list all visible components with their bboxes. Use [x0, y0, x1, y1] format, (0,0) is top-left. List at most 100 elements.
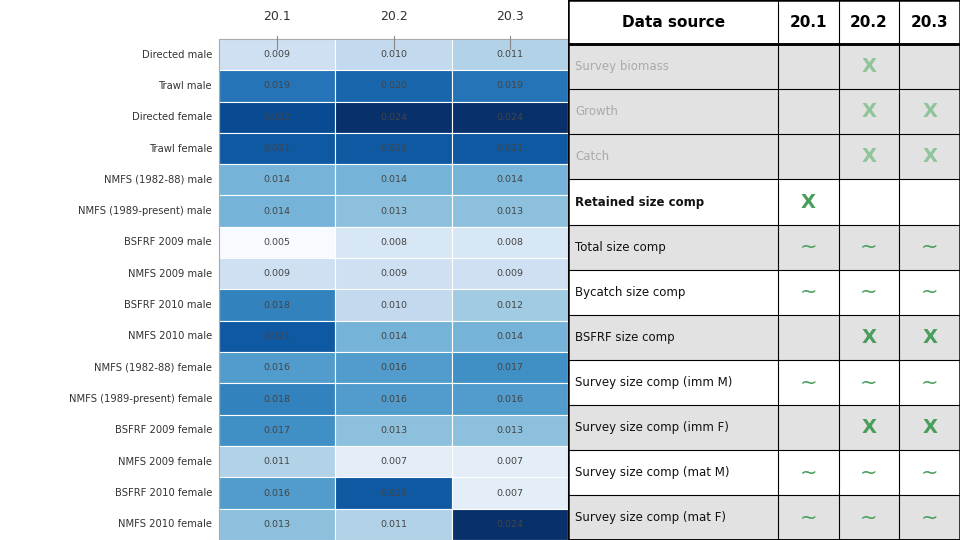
Text: 0.014: 0.014: [380, 176, 407, 184]
Text: ~: ~: [800, 508, 817, 528]
Text: 0.016: 0.016: [264, 363, 291, 372]
Bar: [568, 269, 960, 315]
Text: X: X: [923, 328, 937, 347]
Text: 0.010: 0.010: [380, 301, 407, 309]
Bar: [219, 415, 335, 446]
Text: 0.013: 0.013: [380, 207, 407, 215]
Bar: [335, 289, 452, 321]
Bar: [452, 39, 568, 70]
Text: ~: ~: [921, 508, 938, 528]
Bar: [219, 446, 335, 477]
Text: 0.008: 0.008: [496, 238, 523, 247]
Bar: [568, 89, 960, 134]
Text: 0.021: 0.021: [264, 144, 291, 153]
Text: Survey size comp (imm F): Survey size comp (imm F): [575, 421, 730, 434]
Text: 0.009: 0.009: [264, 50, 291, 59]
Text: NMFS 2009 male: NMFS 2009 male: [128, 269, 212, 279]
Text: NMFS (1982-88) female: NMFS (1982-88) female: [94, 363, 212, 373]
Bar: [452, 195, 568, 227]
Text: 0.024: 0.024: [496, 520, 523, 529]
Text: X: X: [861, 103, 876, 122]
Bar: [452, 415, 568, 446]
Text: 0.024: 0.024: [496, 113, 523, 122]
Bar: [219, 70, 335, 102]
Bar: [452, 321, 568, 352]
Text: 0.021: 0.021: [380, 144, 407, 153]
Text: 20.1: 20.1: [263, 10, 291, 23]
Text: 0.021: 0.021: [380, 489, 407, 497]
Bar: [568, 405, 960, 450]
Text: 20.3: 20.3: [496, 10, 524, 23]
Bar: [219, 258, 335, 289]
Bar: [452, 133, 568, 164]
Text: 0.013: 0.013: [263, 520, 291, 529]
Text: 0.014: 0.014: [496, 332, 523, 341]
Bar: [568, 360, 960, 405]
Text: 0.013: 0.013: [496, 426, 523, 435]
Text: 0.008: 0.008: [380, 238, 407, 247]
Text: ~: ~: [921, 237, 938, 257]
Bar: [452, 164, 568, 195]
Text: 0.014: 0.014: [380, 332, 407, 341]
Text: ~: ~: [800, 372, 817, 392]
Text: 0.024: 0.024: [380, 113, 407, 122]
Text: ~: ~: [860, 462, 877, 482]
Bar: [568, 225, 960, 269]
Text: 0.022: 0.022: [264, 113, 291, 122]
Text: X: X: [801, 192, 816, 212]
Bar: [568, 315, 960, 360]
Bar: [219, 39, 568, 540]
Text: Survey size comp (mat F): Survey size comp (mat F): [575, 511, 727, 524]
Text: 0.013: 0.013: [380, 426, 407, 435]
Bar: [219, 321, 335, 352]
Bar: [335, 195, 452, 227]
Bar: [452, 70, 568, 102]
Text: 0.017: 0.017: [496, 363, 523, 372]
Text: 20.2: 20.2: [380, 10, 407, 23]
Bar: [452, 383, 568, 415]
Text: 0.016: 0.016: [264, 489, 291, 497]
Bar: [335, 102, 452, 133]
Text: X: X: [861, 147, 876, 166]
Text: 0.019: 0.019: [496, 82, 523, 90]
Bar: [219, 352, 335, 383]
Bar: [452, 446, 568, 477]
Text: ~: ~: [921, 372, 938, 392]
Bar: [219, 133, 335, 164]
Text: Survey biomass: Survey biomass: [575, 60, 669, 73]
Text: NMFS 2010 male: NMFS 2010 male: [128, 332, 212, 341]
Text: BSFRF 2010 female: BSFRF 2010 female: [114, 488, 212, 498]
Bar: [335, 509, 452, 540]
Text: 0.018: 0.018: [264, 301, 291, 309]
Text: X: X: [923, 147, 937, 166]
Text: 0.014: 0.014: [264, 207, 291, 215]
Text: ~: ~: [860, 508, 877, 528]
Text: 0.021: 0.021: [264, 332, 291, 341]
Text: BSFRF 2009 male: BSFRF 2009 male: [125, 238, 212, 247]
Text: 0.021: 0.021: [496, 144, 523, 153]
Bar: [568, 495, 960, 540]
Bar: [335, 39, 452, 70]
Text: Data source: Data source: [621, 15, 725, 30]
Bar: [219, 102, 335, 133]
Text: 20.3: 20.3: [911, 15, 948, 30]
Text: 0.011: 0.011: [264, 457, 291, 466]
Bar: [219, 39, 335, 70]
Text: Total size comp: Total size comp: [575, 241, 666, 254]
Text: Directed female: Directed female: [132, 112, 212, 122]
Text: ~: ~: [860, 237, 877, 257]
Text: 0.005: 0.005: [264, 238, 291, 247]
Bar: [335, 383, 452, 415]
Text: Survey size comp (mat M): Survey size comp (mat M): [575, 466, 730, 479]
Text: NMFS 2009 female: NMFS 2009 female: [118, 457, 212, 467]
Text: ~: ~: [800, 237, 817, 257]
Text: ~: ~: [921, 462, 938, 482]
Text: BSFRF size comp: BSFRF size comp: [575, 330, 675, 343]
Bar: [335, 321, 452, 352]
Bar: [568, 0, 960, 44]
Bar: [335, 258, 452, 289]
Text: Growth: Growth: [575, 105, 618, 118]
Bar: [335, 70, 452, 102]
Text: X: X: [923, 418, 937, 437]
Bar: [219, 289, 335, 321]
